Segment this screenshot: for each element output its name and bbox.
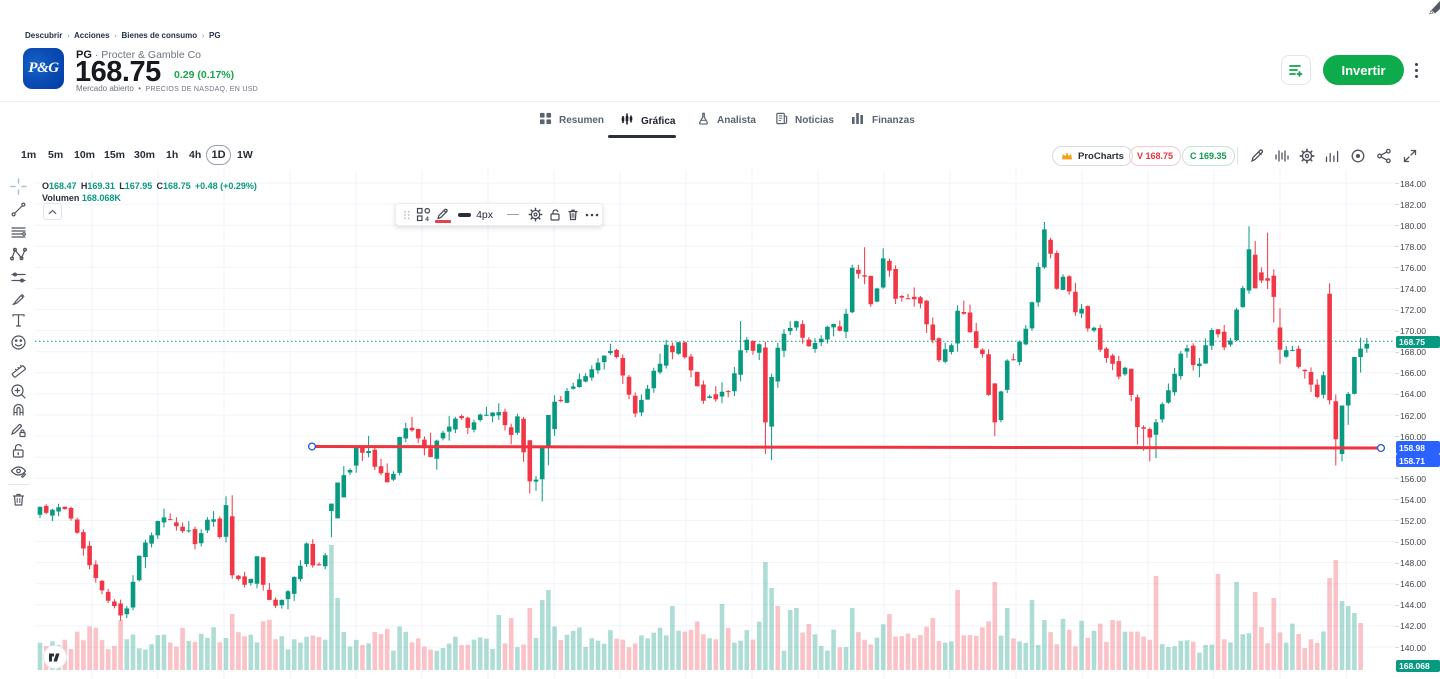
svg-text:4: 4: [426, 216, 430, 222]
